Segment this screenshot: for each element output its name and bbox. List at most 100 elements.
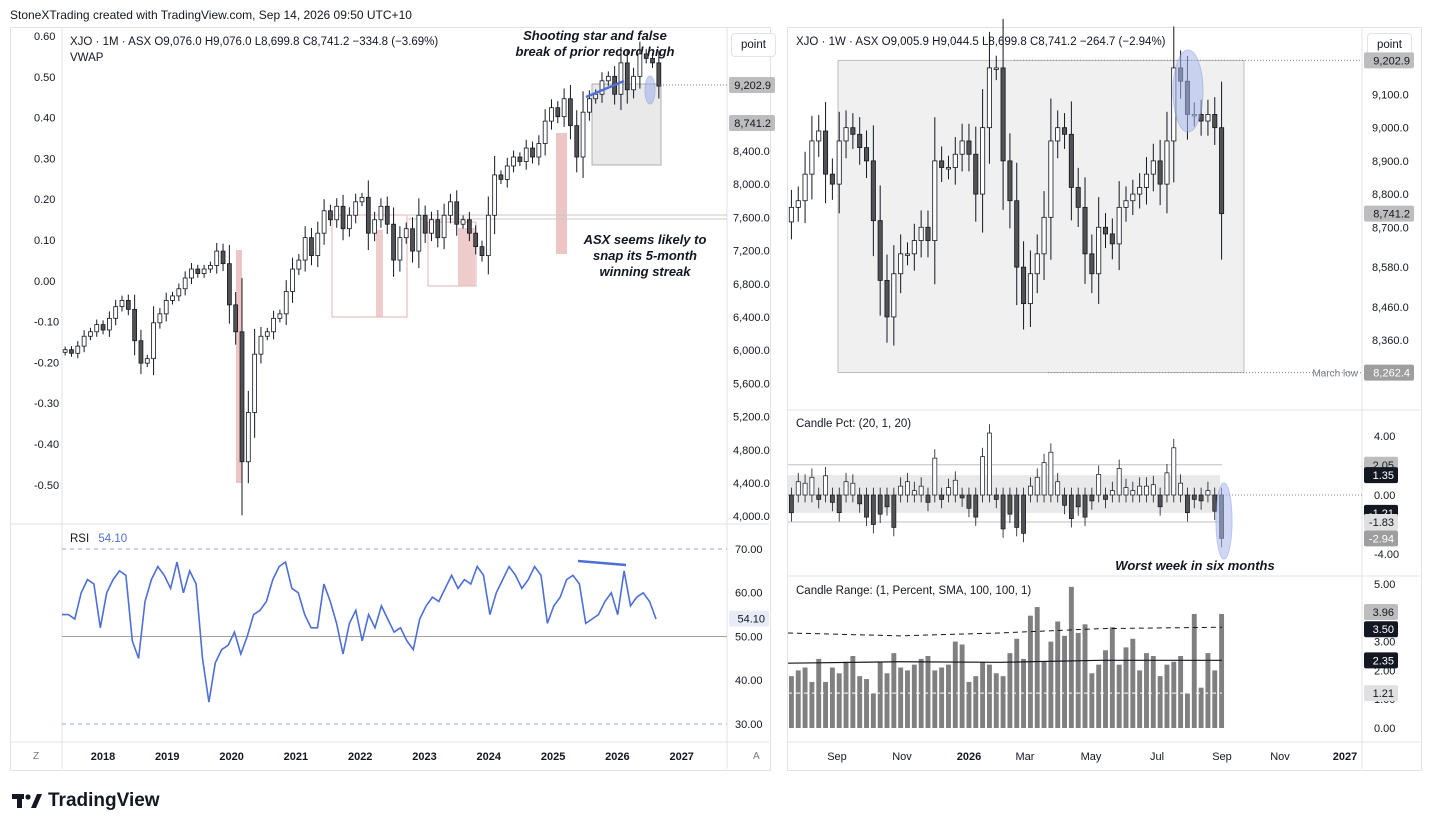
monthly-candle xyxy=(94,324,100,333)
monthly-candle xyxy=(176,288,182,297)
candle-pct-bar xyxy=(1000,494,1006,530)
monthly-candle xyxy=(157,313,163,324)
candle-range-bar xyxy=(1062,635,1067,728)
monthly-candle xyxy=(258,335,264,355)
candle-pct-bar xyxy=(1164,472,1170,496)
candle-pct-bar xyxy=(1137,485,1143,496)
candle-pct-axis-tick: -4.00 xyxy=(1374,549,1399,561)
weekly-candle xyxy=(1137,187,1143,195)
monthly-candle xyxy=(107,317,112,331)
monthly-candle xyxy=(88,331,93,337)
annotation-line-2: snap its 5-month xyxy=(592,248,697,263)
monthly-candle xyxy=(100,324,106,331)
monthly-candle xyxy=(473,232,479,248)
candle-pct-bar xyxy=(1185,494,1190,514)
monthly-candle xyxy=(454,201,460,225)
candle-pct-label[interactable]: Candle Pct: (20, 1, 20) xyxy=(796,418,912,430)
candle-range-bar xyxy=(857,676,863,728)
trendline-highs xyxy=(585,79,625,99)
left-axis-tick: -0.30 xyxy=(34,398,59,410)
monthly-candle xyxy=(467,219,472,234)
timezone-z-button[interactable]: Z xyxy=(33,751,40,762)
monthly-candle xyxy=(435,219,441,239)
candle-range-bar xyxy=(1048,641,1054,728)
monthly-candle xyxy=(125,300,131,310)
left-unit-button[interactable]: point xyxy=(731,33,776,57)
monthly-candle xyxy=(227,263,232,306)
weekly-candle xyxy=(1164,140,1170,185)
weekly-candle xyxy=(1007,160,1013,202)
weekly-candle xyxy=(877,220,883,281)
left-axis-tick: 0.20 xyxy=(34,194,55,206)
candle-range-bar xyxy=(1191,613,1197,728)
candle-range-bar xyxy=(1007,653,1013,728)
candle-range-axis-tick: 0.00 xyxy=(1374,723,1395,735)
right-axis-tick: 8,800.0 xyxy=(1372,189,1409,201)
weekly-candle xyxy=(1212,114,1218,129)
candle-range-bar xyxy=(898,667,904,728)
candle-range-bar xyxy=(843,661,849,728)
time-axis-tick: 2024 xyxy=(477,751,502,763)
chart-header: StoneXTrading created with TradingView.c… xyxy=(10,8,412,22)
monthly-candle xyxy=(618,62,624,95)
right-time-axis-tick: May xyxy=(1081,751,1102,763)
candle-range-bar xyxy=(980,661,986,728)
right-ohlc-legend[interactable]: XJO · 1W · ASX O9,005.9 H9,044.5 L8,699.… xyxy=(796,36,1166,48)
candle-range-bar xyxy=(1041,661,1047,728)
monthly-candle xyxy=(163,300,169,315)
right-axis-tick: 9,100.0 xyxy=(1372,89,1409,101)
weekly-candle xyxy=(1014,200,1020,268)
candle-pct-tag: 1.35 xyxy=(1373,470,1394,482)
candle-pct-bar xyxy=(1123,487,1129,496)
monthly-candle xyxy=(504,165,510,180)
candle-range-bar xyxy=(905,670,910,728)
left-ohlc-legend[interactable]: XJO · 1M · ASX O9,076.0 H9,076.0 L8,699.… xyxy=(70,36,439,48)
left-axis-tick: 0.50 xyxy=(34,72,55,84)
candle-pct-bar xyxy=(1075,494,1081,508)
left-axis-tick: -0.50 xyxy=(34,480,59,492)
candle-pct-bar xyxy=(843,481,849,496)
right-axis-tick: 8,900.0 xyxy=(1372,156,1409,168)
weekly-candle xyxy=(809,140,815,175)
candle-pct-bar xyxy=(966,494,972,509)
candle-pct-bar xyxy=(932,457,938,496)
candle-range-tag-bg xyxy=(1364,652,1398,669)
candle-pct-bar xyxy=(1205,490,1211,496)
tradingview-logo-icon xyxy=(12,794,42,808)
monthly-candle xyxy=(182,277,188,290)
annotation-line-3: winning streak xyxy=(599,264,691,279)
candle-range-bar xyxy=(864,679,869,728)
candle-pct-bar xyxy=(1082,494,1088,518)
monthly-candle xyxy=(378,205,384,221)
candle-range-tag-bg xyxy=(1364,603,1398,620)
weekly-candle xyxy=(870,160,876,222)
rsi-label[interactable]: RSI 54.10 xyxy=(70,533,127,545)
candle-pct-axis-tick: 4.00 xyxy=(1374,431,1395,443)
monthly-candle xyxy=(75,345,81,354)
monthly-candle xyxy=(138,340,144,364)
weekly-candle xyxy=(1075,187,1081,208)
candle-range-bar xyxy=(1000,676,1006,728)
candle-range-label[interactable]: Candle Range: (1, Percent, SMA, 100, 100… xyxy=(796,585,1032,597)
left-axis-tick: -0.20 xyxy=(34,357,59,369)
rsi-axis-tick: 60.00 xyxy=(735,588,763,600)
candle-pct-bar xyxy=(1034,476,1040,496)
right-axis-tick: 8,400.0 xyxy=(733,146,770,158)
candle-range-bar xyxy=(891,653,897,728)
candle-pct-bar xyxy=(1144,485,1149,496)
weekly-candle xyxy=(945,167,951,170)
auto-scale-button[interactable]: A xyxy=(753,751,760,762)
candle-range-tag: 2.35 xyxy=(1373,655,1394,667)
monthly-candle xyxy=(410,228,415,252)
weekly-candle xyxy=(802,173,808,202)
monthly-candle xyxy=(397,237,403,261)
candle-range-tag-bg xyxy=(1364,621,1398,638)
candle-pct-bar xyxy=(1191,494,1197,500)
candle-pct-axis-tick: 0.00 xyxy=(1374,490,1395,502)
monthly-candle xyxy=(296,259,302,270)
candle-pct-bar xyxy=(1007,494,1013,515)
candle-range-bar xyxy=(918,658,924,728)
candle-range-bar xyxy=(809,681,815,728)
vwap-indicator-label[interactable]: VWAP xyxy=(70,52,104,64)
